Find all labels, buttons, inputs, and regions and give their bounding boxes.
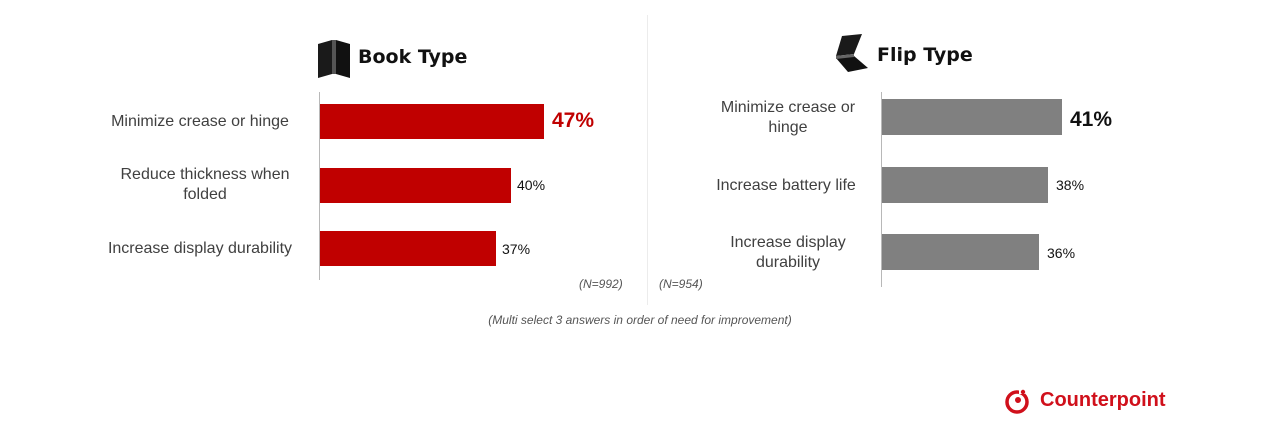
category-label: Increase display durability — [730, 234, 846, 271]
data-label: 47% — [552, 109, 595, 132]
bar — [882, 167, 1048, 203]
category-label: Increase battery life — [716, 177, 856, 194]
chart-title: Flip Type — [877, 44, 973, 66]
book-phone-icon — [318, 40, 350, 78]
data-label: 38% — [1056, 177, 1085, 193]
data-label: 36% — [1047, 245, 1076, 261]
category-label: Increase display durability — [107, 240, 293, 257]
bar — [320, 231, 496, 266]
y-axis-line — [319, 92, 320, 280]
bar — [882, 99, 1062, 135]
data-label: 41% — [1070, 108, 1113, 131]
sample-size-note: (N=992) — [579, 277, 623, 291]
brand-name: Counterpoint — [1040, 389, 1166, 411]
panel-divider — [647, 15, 648, 305]
y-axis-line — [881, 92, 882, 287]
bar — [320, 168, 511, 203]
footnote: (Multi select 3 answers in order of need… — [488, 313, 792, 327]
category-label: Minimize crease or hinge — [111, 113, 289, 130]
sample-size-note: (N=954) — [659, 277, 703, 291]
bar — [882, 234, 1039, 270]
flip-phone-icon — [836, 34, 868, 72]
category-label: Minimize crease or hinge — [720, 99, 856, 136]
category-label: Reduce thickness when folded — [120, 166, 290, 203]
bar — [320, 104, 544, 139]
data-label: 40% — [517, 177, 546, 193]
chart-title: Book Type — [358, 46, 468, 68]
data-label: 37% — [502, 241, 531, 257]
counterpoint-logo-icon — [1005, 388, 1029, 414]
